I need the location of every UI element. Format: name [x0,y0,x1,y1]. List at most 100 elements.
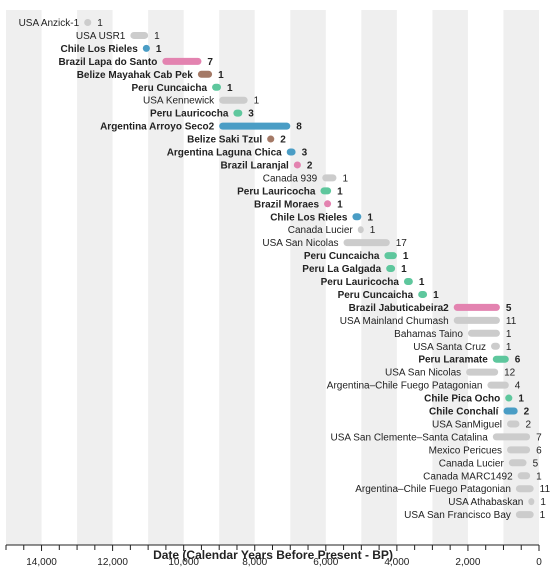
background-band [148,10,184,545]
series-count: 5 [506,303,512,314]
range-bar [384,252,397,260]
series-count: 12 [504,368,516,379]
series-count: 1 [536,471,542,482]
series-count: 1 [97,18,103,29]
series-label: Belize Mayahak Cab Pek [77,70,194,81]
series-label: Argentina Arroyo Seco2 [100,122,215,133]
background-band [77,10,113,545]
range-bar [267,135,275,143]
range-bar [453,303,500,311]
series-label: Brazil Laranjal [220,160,289,171]
series-label: USA San Clemente–Santa Catalina [330,432,488,443]
background-band [432,10,468,545]
range-bar [505,394,513,402]
x-tick-label: 14,000 [26,557,57,568]
range-bar [466,368,499,376]
range-bar [324,200,332,208]
range-bar [515,485,534,493]
series-count: 2 [307,160,313,171]
range-bar [453,316,500,324]
background-band [290,10,326,545]
series-count: 1 [419,277,425,288]
series-count: 1 [337,199,343,210]
series-count: 5 [533,458,539,469]
series-label: USA Athabaskan [448,497,523,508]
series-label: Canada MARC1492 [423,471,513,482]
range-bar [197,70,213,78]
x-tick-label: 0 [536,557,542,568]
series-count: 2 [525,419,531,430]
series-count: 1 [342,173,348,184]
series-count: 1 [367,212,373,223]
x-axis-label: Date (Calendar Years Before Present - BP… [153,548,393,562]
series-label: Peru La Galgada [302,264,381,275]
series-count: 7 [207,57,213,68]
range-bar [233,109,243,117]
series-label: Brazil Jabuticabeira2 [349,303,449,314]
series-count: 17 [396,238,408,249]
series-count: 1 [518,394,524,405]
x-tick-label: 4,000 [384,557,409,568]
series-label: USA San Francisco Bay [404,510,511,521]
range-bar [403,278,413,285]
series-label: Argentina Laguna Chica [167,148,282,159]
series-count: 1 [506,342,512,353]
series-count: 1 [370,225,376,236]
range-bar [142,44,150,52]
range-bar [418,290,428,298]
series-label: USA San Nicolas [262,238,338,249]
range-bar [352,213,362,221]
series-count: 1 [337,186,343,197]
series-count: 1 [227,83,233,94]
series-count: 1 [401,264,407,275]
range-bar [467,329,500,337]
series-count: 11 [540,484,551,495]
range-bar [515,511,534,519]
series-count: 6 [515,355,521,366]
range-bar [219,122,291,130]
series-count: 8 [296,122,302,133]
series-label: USA USR1 [76,31,126,42]
series-label: Peru Lauricocha [150,109,229,120]
series-label: Peru Lauricocha [321,277,400,288]
series-label: Chile Los Rieles [270,212,348,223]
series-label: USA Santa Cruz [413,342,486,353]
range-bar [320,187,332,195]
range-bar [508,459,527,467]
series-count: 7 [536,432,542,443]
series-count: 1 [254,96,260,107]
series-label: Peru Cuncaicha [131,83,207,94]
series-label: Peru Cuncaicha [338,290,414,301]
series-label: USA San Nicolas [385,368,461,379]
series-label: Chile Conchalí [429,407,500,418]
series-label: Mexico Pericues [429,445,502,456]
series-count: 4 [515,381,521,392]
series-label: Canada 939 [263,173,318,184]
range-bar [517,472,531,480]
series-count: 1 [433,290,439,301]
x-tick-label: 12,000 [97,557,128,568]
series-label: Peru Lauricocha [237,186,316,197]
range-bar [293,161,301,169]
range-bar [162,57,202,65]
x-tick-label: 2,000 [455,557,480,568]
x-tick-label: 8,000 [242,557,267,568]
series-count: 11 [506,316,517,327]
series-count: 1 [540,497,546,508]
series-label: Belize Saki Tzul [187,135,262,146]
series-count: 1 [218,70,224,81]
range-bar [492,355,509,363]
series-label: USA SanMiguel [432,419,502,430]
series-count: 2 [524,407,530,418]
background-band [6,10,42,545]
series-label: Bahamas Taino [394,329,463,340]
range-bar [357,226,364,234]
series-count: 1 [156,44,162,55]
background-band [503,10,539,545]
x-axis: Date (Calendar Years Before Present - BP… [5,544,542,568]
series-label: Chile Pica Ocho [424,394,500,405]
range-bar [507,420,520,428]
x-tick-label: 6,000 [313,557,338,568]
series-label: Argentina–Chile Fuego Patagonian [355,484,511,495]
